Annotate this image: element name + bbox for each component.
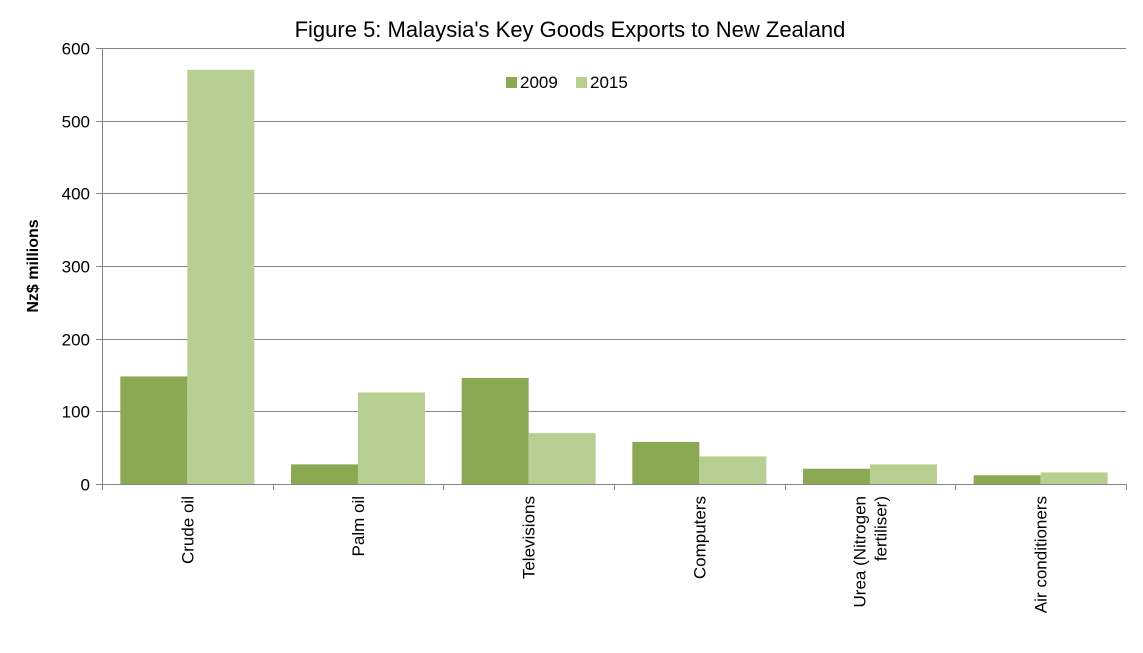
axes: 0 100 200 300 400 500 600 Crude oil Palm oil Tele… bbox=[62, 40, 1127, 613]
gridlines bbox=[102, 48, 1126, 412]
bar-2015 bbox=[187, 69, 255, 485]
bar-2009 bbox=[120, 376, 188, 484]
x-tick-label: Computers bbox=[690, 496, 709, 579]
bar-2009 bbox=[461, 377, 529, 484]
y-tick-label: 300 bbox=[62, 258, 90, 277]
legend-swatch bbox=[506, 77, 517, 88]
y-tick-label: 100 bbox=[62, 403, 90, 422]
x-tick-label-line: Air conditioners bbox=[1032, 496, 1051, 613]
bar-2009 bbox=[973, 475, 1041, 484]
bar-2009 bbox=[632, 441, 700, 484]
x-tick-label-line: fertiliser) bbox=[872, 496, 891, 561]
bar-2009 bbox=[803, 468, 870, 484]
bar-2009 bbox=[291, 464, 358, 484]
bar-2015 bbox=[1040, 472, 1108, 484]
x-tick-label-line: Urea (Nitrogen bbox=[851, 496, 870, 608]
y-tick-label: 200 bbox=[62, 331, 90, 350]
x-tick-label: Urea (Nitrogen fertiliser) bbox=[851, 496, 891, 608]
bar-2015 bbox=[870, 464, 937, 484]
y-axis-label: Nz$ millions bbox=[25, 219, 42, 312]
y-tick-label: 400 bbox=[62, 185, 90, 204]
bar-2015 bbox=[358, 392, 425, 484]
y-tick-label: 500 bbox=[62, 113, 90, 132]
y-tick-label: 600 bbox=[62, 40, 90, 59]
x-tick-label: Palm oil bbox=[349, 496, 368, 556]
legend-label: 2009 bbox=[520, 73, 558, 92]
bars bbox=[120, 69, 1108, 485]
legend-label: 2015 bbox=[590, 73, 628, 92]
bar-2015 bbox=[699, 456, 767, 484]
legend: 2009 2015 bbox=[506, 73, 628, 92]
x-tick-label-line: Palm oil bbox=[349, 496, 368, 556]
x-tick-label-line: Crude oil bbox=[178, 496, 197, 564]
bar-2015 bbox=[528, 433, 596, 484]
chart-title: Figure 5: Malaysia's Key Goods Exports t… bbox=[295, 17, 846, 42]
x-tick-label: Televisions bbox=[520, 496, 539, 579]
x-tick-label: Crude oil bbox=[178, 496, 197, 564]
y-tick-label: 0 bbox=[81, 476, 90, 495]
x-tick-label-line: Televisions bbox=[520, 496, 539, 579]
legend-swatch bbox=[576, 77, 587, 88]
x-tick-label: Air conditioners bbox=[1032, 496, 1051, 613]
x-tick-label-line: Computers bbox=[690, 496, 709, 579]
